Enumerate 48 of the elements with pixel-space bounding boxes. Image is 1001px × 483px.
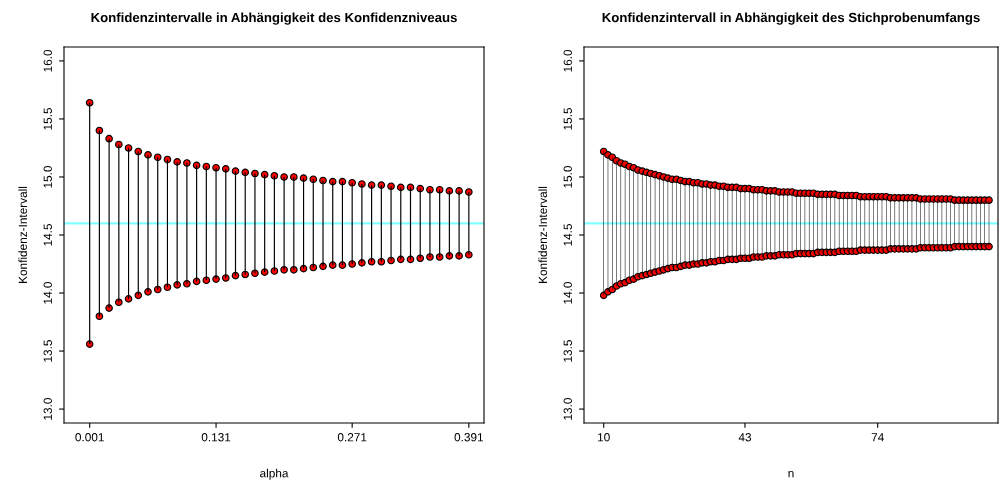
point	[134, 291, 143, 300]
point	[202, 162, 211, 171]
y-tick-label: 16.0	[43, 49, 52, 72]
x-tick-label: 0.271	[337, 433, 367, 442]
point	[348, 260, 356, 268]
point	[416, 254, 425, 263]
x-axis-title: n	[788, 470, 794, 478]
point	[338, 177, 347, 186]
y-tick-label: 14.0	[43, 282, 52, 304]
x-tick-label: 10	[598, 433, 610, 442]
point	[455, 187, 463, 195]
chart-title: Konfidenzintervall in Abhängigkeit des Stichprobenumfangs	[602, 12, 980, 25]
y-tick-label: 14.5	[43, 224, 52, 246]
point	[105, 134, 113, 143]
x-tick-label: 0.391	[454, 433, 484, 442]
point	[192, 277, 201, 286]
point	[280, 173, 288, 181]
point	[348, 178, 356, 187]
y-tick-label: 14.5	[563, 224, 572, 246]
x-tick-label: 43	[738, 433, 752, 442]
y-tick-label: 14.0	[563, 282, 572, 304]
x-tick-label: 0.131	[201, 433, 231, 442]
y-tick-label: 13.5	[563, 340, 572, 362]
y-tick-label: 13.0	[43, 398, 52, 420]
point	[435, 253, 444, 261]
point	[173, 158, 181, 166]
x-axis-title: alpha	[260, 468, 289, 480]
y-tick-label: 13.5	[43, 340, 52, 362]
x-tick-label: 0.001	[75, 433, 104, 442]
chart-title: Konfidenzintervalle in Abhängigkeit des Konfidenzniveaus	[91, 12, 457, 25]
point	[105, 304, 113, 312]
y-tick-label: 16.0	[563, 49, 572, 72]
point	[358, 180, 366, 188]
point	[85, 340, 94, 348]
point	[221, 165, 230, 173]
y-tick-label: 15.0	[43, 165, 52, 188]
y-axis-title: Konfidenz-Intervall	[538, 186, 548, 283]
point	[290, 173, 298, 181]
y-tick-label: 15.5	[563, 107, 572, 130]
point	[328, 177, 337, 186]
y-tick-label: 15.0	[563, 165, 572, 188]
point	[95, 126, 104, 135]
y-axis-title: Konfidenz-Intervall	[18, 186, 28, 283]
y-tick-label: 13.0	[563, 398, 572, 420]
point	[163, 155, 172, 164]
y-tick-label: 15.5	[43, 107, 52, 130]
x-tick-label: 74	[871, 433, 884, 442]
point	[406, 255, 415, 264]
